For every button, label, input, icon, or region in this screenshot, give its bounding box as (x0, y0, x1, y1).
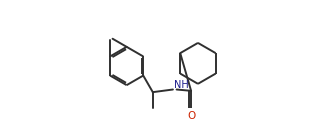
Text: O: O (187, 111, 195, 121)
Text: NH: NH (174, 80, 188, 90)
